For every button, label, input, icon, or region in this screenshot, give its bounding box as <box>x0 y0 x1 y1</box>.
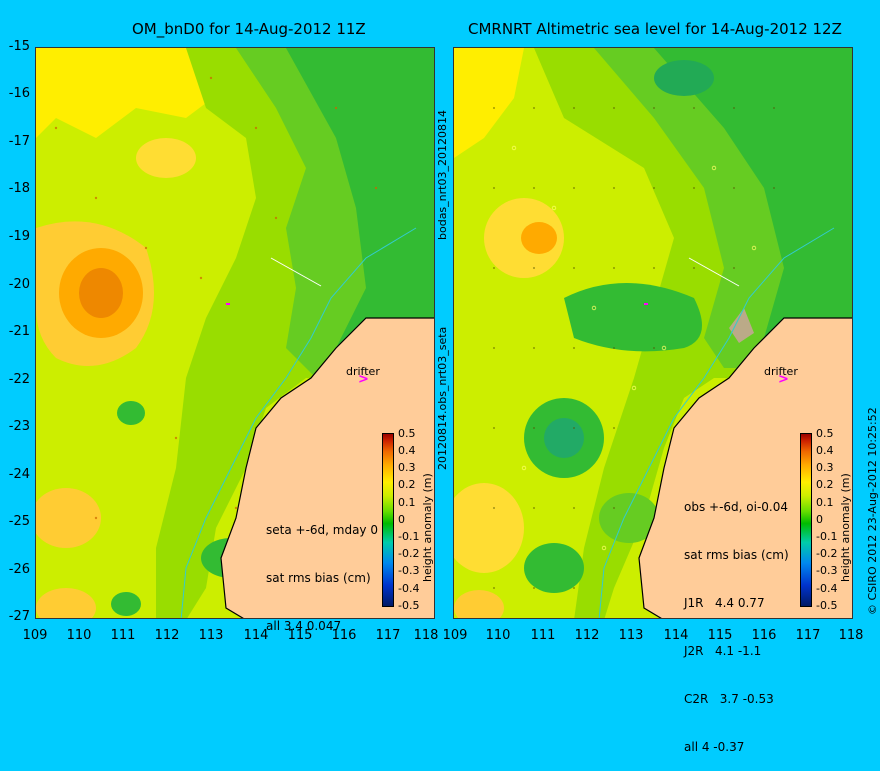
lon-tick: 109 <box>22 628 48 643</box>
lat-tick: -25 <box>8 514 30 529</box>
credit-label: © CSIRO 2012 23-Aug-2012 10:25:52 <box>866 407 879 615</box>
side-label-bottom: 20120814.obs_nrt03_seta <box>436 326 449 470</box>
lon-tick: 111 <box>110 628 136 643</box>
colorbar-tick: -0.3 <box>816 564 838 577</box>
left-map-panel <box>35 47 435 619</box>
colorbar-tick: 0.1 <box>398 496 416 509</box>
annotation-line: J1R 4.4 0.77 <box>684 596 765 610</box>
colorbar-tick: -0.4 <box>816 582 838 595</box>
lon-tick: 109 <box>442 628 468 643</box>
lon-tick: 115 <box>287 628 313 643</box>
colorbar-tick: 0 <box>816 513 823 526</box>
colorbar-tick: -0.1 <box>816 530 838 543</box>
lon-tick: 112 <box>574 628 600 643</box>
annotation-line: all 4 -0.37 <box>684 740 745 754</box>
lat-tick: -15 <box>8 39 30 54</box>
colorbar-tick: 0.5 <box>398 427 416 440</box>
lon-tick: 114 <box>663 628 689 643</box>
lat-tick: -23 <box>8 419 30 434</box>
drifter-label-right: drifter <box>764 365 798 378</box>
colorbar-tick: 0.4 <box>398 444 416 457</box>
side-label-top: bodas_nrt03_20120814 <box>436 110 449 240</box>
colorbar-tick: -0.2 <box>398 547 420 560</box>
lon-tick: 118 <box>413 628 439 643</box>
colorbar-tick: -0.3 <box>398 564 420 577</box>
lon-tick: 112 <box>154 628 180 643</box>
right-annotation: obs +-6d, oi-0.04 sat rms bias (cm) J1R … <box>684 467 789 771</box>
lon-tick: 110 <box>485 628 511 643</box>
colorbar-tick: 0.3 <box>398 461 416 474</box>
drifter-label-left: drifter <box>346 365 380 378</box>
lon-tick: 114 <box>243 628 269 643</box>
annotation-line: sat rms bias (cm) <box>266 571 371 585</box>
colorbar-tick: -0.4 <box>398 582 420 595</box>
lat-tick: -26 <box>8 562 30 577</box>
colorbar-label-right: height anomaly (m) <box>839 473 852 582</box>
lon-tick: 113 <box>618 628 644 643</box>
drifter-marker-right: > <box>778 372 789 387</box>
left-map-svg <box>36 48 434 618</box>
colorbar-tick: -0.1 <box>398 530 420 543</box>
drifter-marker-left: > <box>358 372 369 387</box>
lat-tick: -24 <box>8 467 30 482</box>
right-map-svg <box>454 48 852 618</box>
colorbar-tick: 0 <box>398 513 405 526</box>
annotation-line: sat rms bias (cm) <box>684 548 789 562</box>
colorbar-left <box>382 433 394 607</box>
lon-tick: 113 <box>198 628 224 643</box>
colorbar-tick: -0.5 <box>816 599 838 612</box>
annotation-line: J2R 4.1 -1.1 <box>684 644 762 658</box>
annotation-line: C2R 3.7 -0.53 <box>684 692 774 706</box>
lon-tick: 115 <box>707 628 733 643</box>
colorbar-label-left: height anomaly (m) <box>421 473 434 582</box>
lat-tick: -20 <box>8 277 30 292</box>
colorbar-tick: 0.2 <box>398 478 416 491</box>
lat-tick: -16 <box>8 86 30 101</box>
lon-tick: 111 <box>530 628 556 643</box>
colorbar-tick: 0.5 <box>816 427 834 440</box>
lat-tick: -27 <box>8 609 30 624</box>
colorbar-tick: 0.4 <box>816 444 834 457</box>
colorbar-tick: 0.1 <box>816 496 834 509</box>
lon-tick: 110 <box>66 628 92 643</box>
left-annotation: seta +-6d, mday 0 sat rms bias (cm) all … <box>266 490 378 650</box>
right-map-panel <box>453 47 853 619</box>
colorbar-tick: 0.2 <box>816 478 834 491</box>
left-map-title: OM_bnD0 for 14-Aug-2012 11Z <box>132 20 366 38</box>
annotation-line: obs +-6d, oi-0.04 <box>684 500 789 514</box>
colorbar-tick: -0.2 <box>816 547 838 560</box>
annotation-line: seta +-6d, mday 0 <box>266 523 378 537</box>
lat-tick: -22 <box>8 372 30 387</box>
lon-tick: 118 <box>838 628 864 643</box>
lat-tick: -21 <box>8 324 30 339</box>
lat-tick: -18 <box>8 181 30 196</box>
lat-tick: -19 <box>8 229 30 244</box>
lat-tick: -17 <box>8 134 30 149</box>
colorbar-right <box>800 433 812 607</box>
lon-tick: 117 <box>375 628 401 643</box>
lon-tick: 117 <box>795 628 821 643</box>
lon-tick: 116 <box>331 628 357 643</box>
colorbar-tick: -0.5 <box>398 599 420 612</box>
right-map-title: CMRNRT Altimetric sea level for 14-Aug-2… <box>468 20 842 38</box>
annotation-line: all 3.4 0.047 <box>266 619 342 633</box>
colorbar-tick: 0.3 <box>816 461 834 474</box>
lon-tick: 116 <box>751 628 777 643</box>
